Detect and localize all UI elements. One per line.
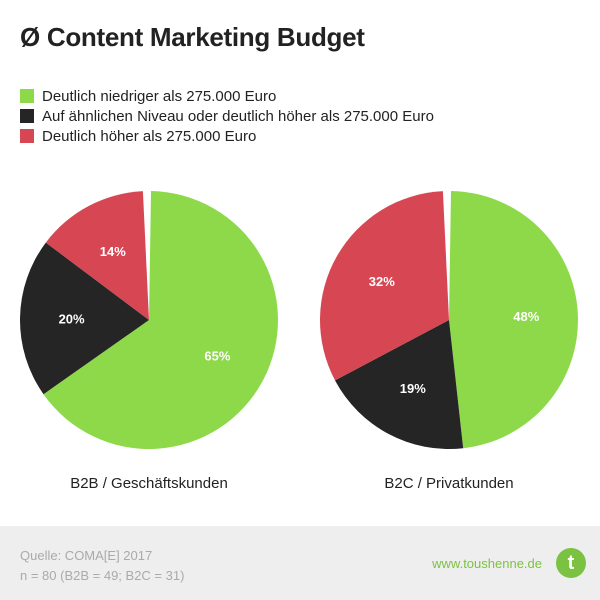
footer: Quelle: COMA[E] 2017 n = 80 (B2B = 49; B…	[0, 526, 600, 600]
legend-item-high: Deutlich höher als 275.000 Euro	[20, 126, 434, 146]
legend-label-similar: Auf ähnlichen Niveau oder deutlich höher…	[42, 107, 434, 125]
slice-b2b-similar	[19, 242, 149, 395]
pie-charts: 65% 20% 14% B2B / Geschäftskunden 48% 19% 32% B…	[19, 191, 578, 492]
legend-item-low: Deutlich niedriger als 275.000 Euro	[20, 86, 434, 106]
slice-b2c-low	[449, 191, 578, 449]
slice-label-b2c-high: 32%	[369, 274, 395, 289]
source-note: Quelle: COMA[E] 2017 n = 80 (B2B = 49; B…	[20, 546, 184, 586]
legend-label-low: Deutlich niedriger als 275.000 Euro	[42, 87, 277, 105]
legend-label-high: Deutlich höher als 275.000 Euro	[42, 127, 257, 145]
slice-label-b2b-high: 14%	[100, 244, 126, 259]
pie-b2c: 48% 19% 32% B2C / Privatkunden	[319, 191, 578, 492]
sample-size-line: n = 80 (B2B = 49; B2C = 31)	[20, 568, 185, 583]
logo-icon: t	[556, 548, 586, 578]
legend-swatch-similar	[20, 109, 34, 123]
website-link[interactable]: www.toushenne.de	[432, 556, 542, 571]
chart-title: Ø Content Marketing Budget	[20, 22, 365, 52]
slice-b2c-high	[319, 191, 449, 381]
slice-b2b-high	[45, 191, 149, 320]
pie-title-b2b: B2B / Geschäftskunden	[70, 475, 228, 492]
legend: Deutlich niedriger als 275.000 Euro Auf …	[20, 86, 434, 146]
slice-label-b2c-low: 48%	[513, 309, 539, 324]
slice-label-b2b-low: 65%	[204, 349, 230, 364]
slice-b2c-similar	[335, 320, 464, 450]
legend-swatch-low	[20, 89, 34, 103]
source-line: Quelle: COMA[E] 2017	[20, 548, 153, 563]
slice-label-b2b-similar: 20%	[59, 311, 85, 326]
legend-item-similar: Auf ähnlichen Niveau oder deutlich höher…	[20, 106, 434, 126]
slice-b2b-low	[43, 191, 278, 450]
slice-label-b2c-similar: 19%	[400, 381, 426, 396]
legend-swatch-high	[20, 129, 34, 143]
pie-title-b2c: B2C / Privatkunden	[384, 475, 513, 492]
pie-b2b: 65% 20% 14% B2B / Geschäftskunden	[19, 191, 278, 492]
